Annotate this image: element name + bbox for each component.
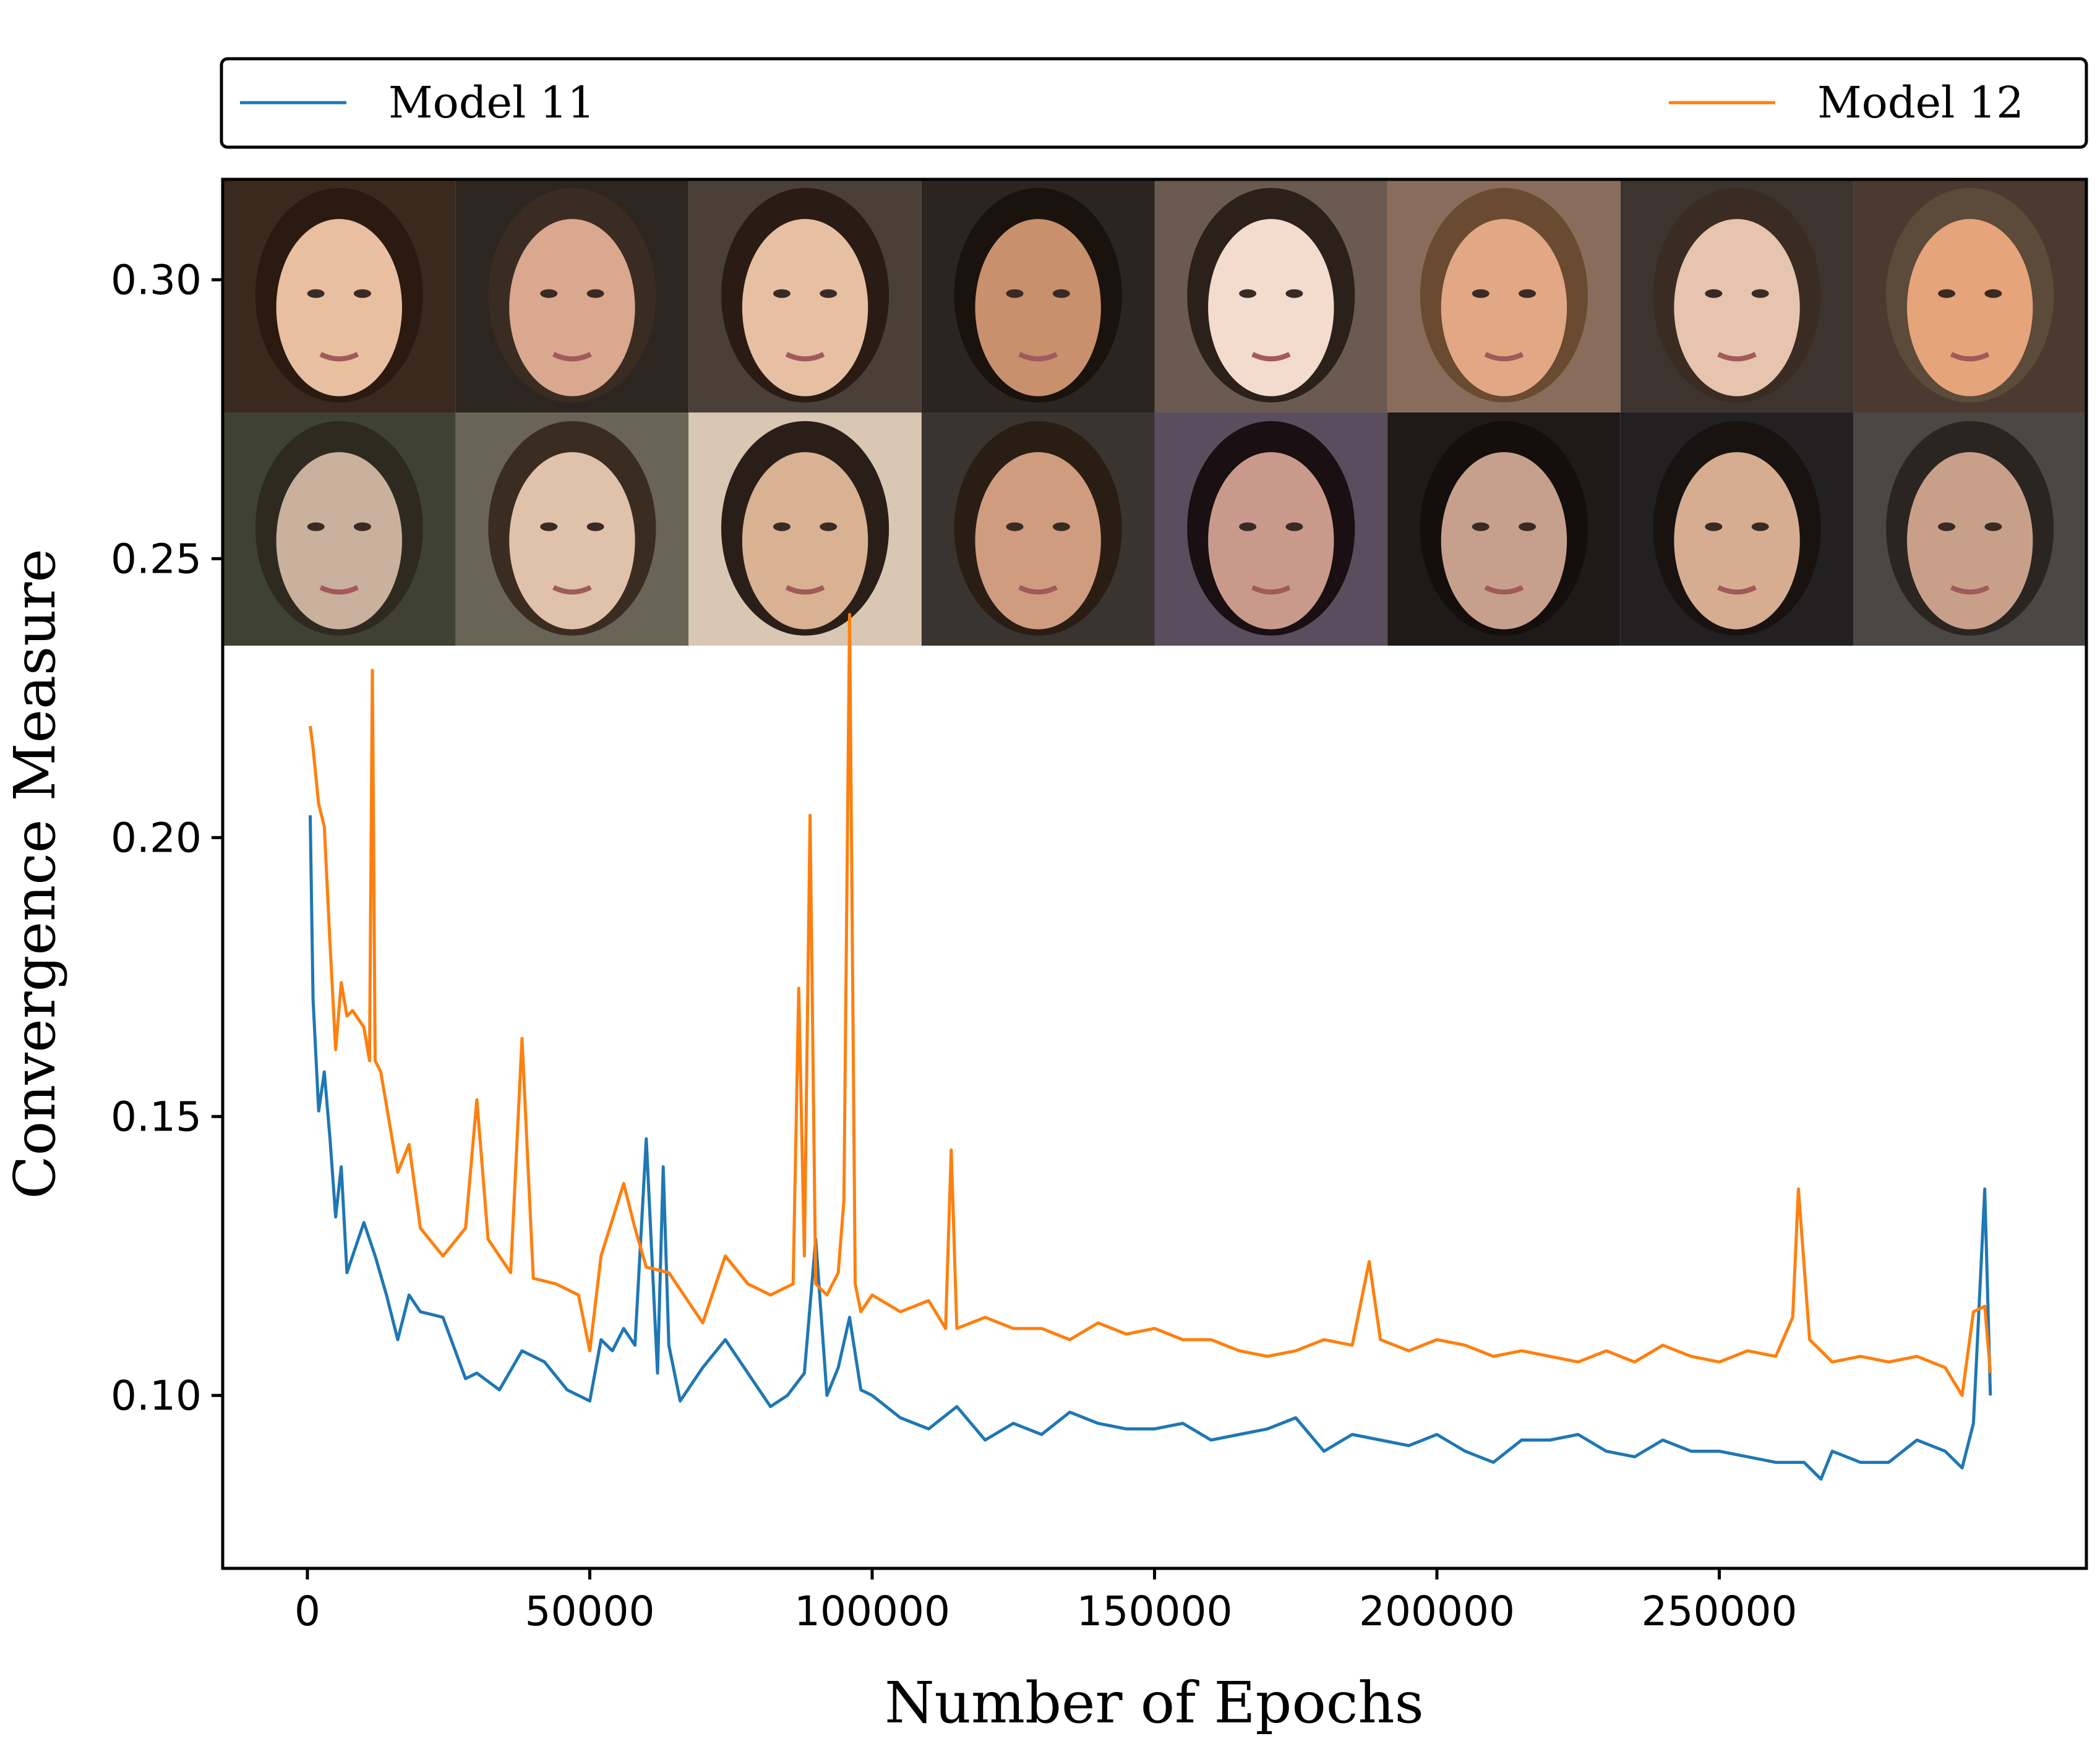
x-tick-label: 0 <box>294 1588 320 1635</box>
face-sample-strip <box>223 179 2086 646</box>
face-sample <box>921 412 1155 646</box>
face-sample <box>688 412 922 646</box>
face-sample <box>1387 179 1621 412</box>
x-axis-title: Number of Epochs <box>885 1670 1424 1736</box>
x-tick-label: 250000 <box>1642 1588 1798 1635</box>
y-axis-ticks: 0.10 0.15 0.20 0.25 0.30 <box>111 256 223 1419</box>
legend-label-model-12: Model 12 <box>1817 77 2024 128</box>
face-sample <box>223 412 456 646</box>
y-tick-label: 0.30 <box>111 256 202 304</box>
x-axis-ticks: 0 50000 100000 150000 200000 250000 <box>294 1568 1798 1635</box>
y-tick-label: 0.15 <box>111 1093 202 1140</box>
y-tick-label: 0.10 <box>111 1372 202 1419</box>
face-sample <box>1154 412 1388 646</box>
face-sample <box>1154 179 1388 412</box>
face-sample <box>1620 179 1854 412</box>
legend: Model 11 Model 12 <box>220 57 2088 149</box>
y-tick-label: 0.20 <box>111 814 202 861</box>
face-sample <box>688 179 922 412</box>
y-tick-label: 0.25 <box>111 535 202 583</box>
series-layer <box>309 613 1992 1481</box>
face-sample <box>1620 412 1854 646</box>
x-tick-label: 100000 <box>794 1588 950 1635</box>
y-axis-title: Convergence Measure <box>2 549 68 1199</box>
x-tick-label: 50000 <box>525 1588 654 1635</box>
legend-frame <box>220 57 2088 149</box>
face-sample <box>1853 412 2086 646</box>
face-sample <box>1853 179 2086 412</box>
series-line-model-11 <box>309 815 1992 1481</box>
x-tick-label: 200000 <box>1359 1588 1515 1635</box>
series-line-model-12 <box>309 613 1992 1397</box>
face-sample <box>921 179 1155 412</box>
face-sample <box>1387 412 1621 646</box>
face-sample <box>455 412 689 646</box>
x-tick-label: 150000 <box>1077 1588 1233 1635</box>
face-sample <box>455 179 689 412</box>
legend-label-model-11: Model 11 <box>388 77 595 128</box>
face-sample <box>223 179 456 412</box>
